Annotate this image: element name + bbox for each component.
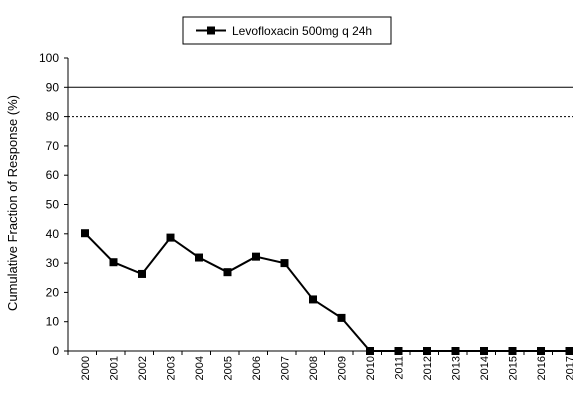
data-point [480,347,488,355]
legend: Levofloxacin 500mg q 24h [183,17,391,44]
data-point [366,347,374,355]
data-point [537,347,545,355]
y-tick-label: 80 [46,110,60,124]
x-tick-label: 2010 [365,356,377,380]
y-tick-label: 20 [46,285,60,299]
legend-label: Levofloxacin 500mg q 24h [232,24,372,38]
data-point [167,234,175,242]
x-tick-label: 2011 [394,356,406,380]
data-point [509,347,517,355]
data-point [338,314,346,322]
x-tick-label: 2005 [223,356,235,380]
data-point [566,347,573,355]
x-tick-label: 2002 [137,356,149,380]
data-point [423,347,431,355]
series-line [85,233,570,351]
reference-lines [68,87,573,116]
y-tick-label: 50 [46,198,60,212]
x-ticks: 2000 2001 2002 2003 2004 2005 2006 2007 2008 2009… [68,351,573,380]
x-tick-label: 2013 [451,356,463,380]
y-tick-label: 100 [39,51,59,65]
y-axis-label: Cumulative Fraction of Response (%) [5,95,20,311]
x-tick-label: 2001 [109,356,121,380]
y-tick-label: 30 [46,256,60,270]
data-point [81,229,89,237]
data-point [195,254,203,262]
y-tick-label: 40 [46,227,60,241]
x-tick-label: 2000 [80,356,92,380]
data-point [252,253,260,261]
data-point [281,259,289,267]
legend-marker-sample [207,27,215,35]
x-tick-label: 2004 [194,356,206,380]
x-tick-label: 2003 [166,356,178,380]
series [81,229,573,355]
x-tick-label: 2017 [565,356,573,380]
x-tick-label: 2006 [251,356,263,380]
data-point [138,270,146,278]
y-tick-label: 60 [46,168,60,182]
y-ticks: 0 10 20 30 40 50 60 70 80 90 100 [39,51,68,358]
axes [68,58,573,351]
x-tick-label: 2012 [422,356,434,380]
x-tick-label: 2015 [508,356,520,380]
x-tick-label: 2016 [536,356,548,380]
x-tick-label: 2009 [337,356,349,380]
data-point [395,347,403,355]
x-tick-label: 2008 [308,356,320,380]
x-tick-label: 2007 [280,356,292,380]
y-tick-label: 0 [52,344,59,358]
data-point [452,347,460,355]
y-tick-label: 70 [46,139,60,153]
x-tick-label: 2014 [479,356,491,380]
y-tick-label: 90 [46,80,60,94]
data-point [110,258,118,266]
data-point [224,268,232,276]
data-point [309,295,317,303]
y-tick-label: 10 [46,315,60,329]
